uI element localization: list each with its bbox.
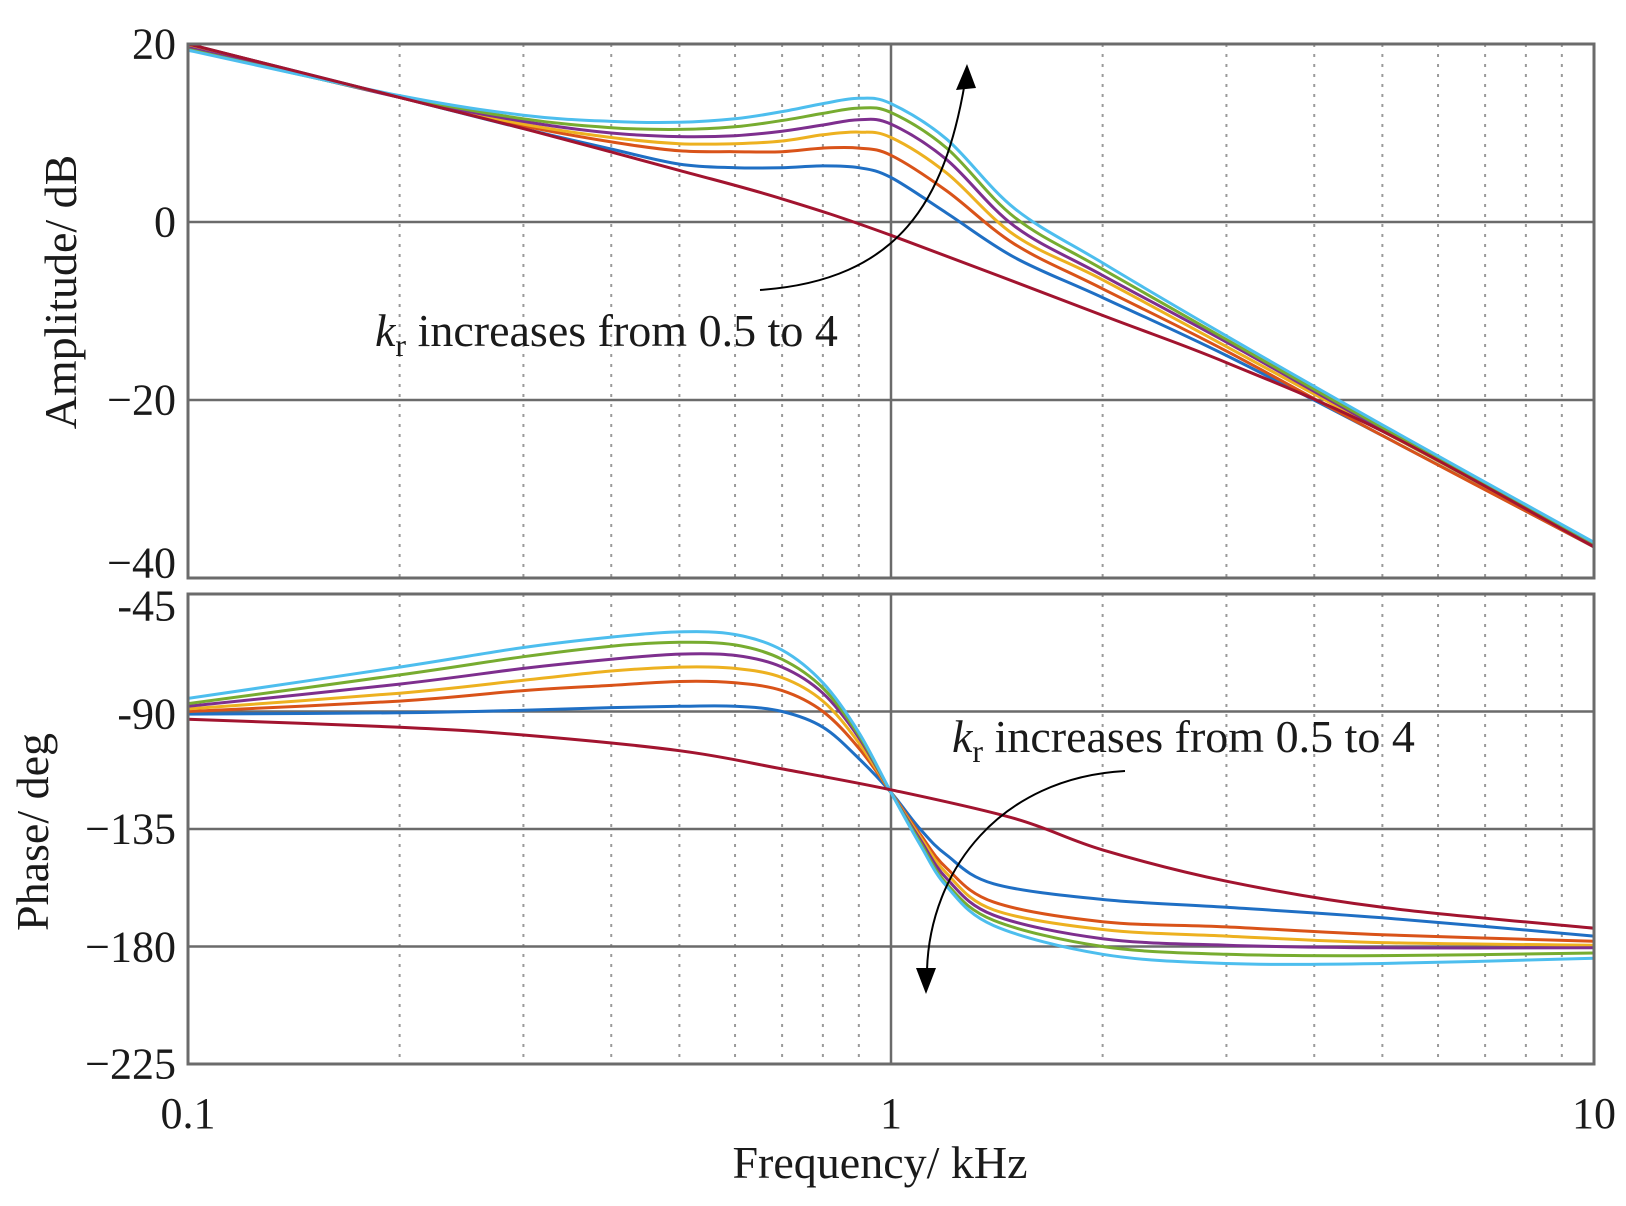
phase-annot-rest: increases from 0.5 to 4 [983,711,1415,762]
phase-ylabel: Phase/ deg [7,733,58,931]
phase-ytick-90: -90 [117,690,176,739]
amplitude-annotation: kr increases from 0.5 to 4 [375,64,976,363]
x-tick-labels: 0.1 1 10 [161,1089,1617,1138]
phase-series-line-5 [188,630,1594,966]
xtick-10: 10 [1572,1089,1616,1138]
x-axis-title: Frequency/ kHz [732,1137,1027,1188]
amp-annot-sub: r [395,327,406,363]
phase-series-line-6 [188,717,1594,930]
amp-series-line-2 [188,44,1594,547]
amp-series-line-1 [188,44,1594,549]
phase-frame [186,592,1596,1066]
phase-annot-k: k [952,711,974,762]
phase-annotation-text: kr increases from 0.5 to 4 [952,711,1415,769]
xtick-1: 1 [880,1089,902,1138]
amplitude-panel: 20 0 −20 −40 Amplitude/ dB kr increases … [35,20,1596,588]
phase-ytick-135: −135 [85,805,176,854]
phase-arrow-line [926,770,1126,971]
phase-annotation: kr increases from 0.5 to 4 [916,711,1415,994]
amplitude-ylabel: Amplitude/ dB [35,155,86,430]
amp-annot-rest: increases from 0.5 to 4 [406,305,838,356]
amplitude-series [188,44,1594,549]
amplitude-frame [186,42,1596,580]
phase-series-line-2 [188,665,1594,947]
amp-ytick-neg20: −20 [107,376,176,425]
amp-annotation-text: kr increases from 0.5 to 4 [375,305,838,363]
amp-series-line-3 [188,46,1594,546]
phase-annot-sub: r [972,733,983,769]
phase-ytick-180: −180 [85,923,176,972]
amp-arrow-line [759,81,966,291]
phase-series-line-1 [188,679,1594,943]
amp-ytick-20: 20 [132,20,176,69]
xtick-0.1: 0.1 [161,1089,216,1138]
phase-ytick-225: −225 [85,1040,176,1089]
phase-series [188,630,1594,966]
amp-ytick-neg40: −40 [107,539,176,588]
amp-series-line-4 [188,47,1594,545]
amp-annot-k: k [375,305,397,356]
phase-series-line-0 [188,704,1594,938]
amplitude-ytick-labels: 20 0 −20 −40 [107,20,176,588]
phase-arrow-head [916,968,936,994]
amp-ytick-0: 0 [154,198,176,247]
amp-arrow-head [956,64,976,90]
phase-grid [188,594,1594,1064]
amp-series-line-6 [188,44,1594,549]
phase-ytick-labels: -45 -90 −135 −180 −225 [85,582,176,1089]
phase-panel: -45 -90 −135 −180 −225 Phase/ deg kr inc… [7,582,1616,1189]
amp-series-line-5 [188,48,1594,544]
phase-ytick-45: -45 [117,582,176,631]
amplitude-grid [188,44,1594,578]
